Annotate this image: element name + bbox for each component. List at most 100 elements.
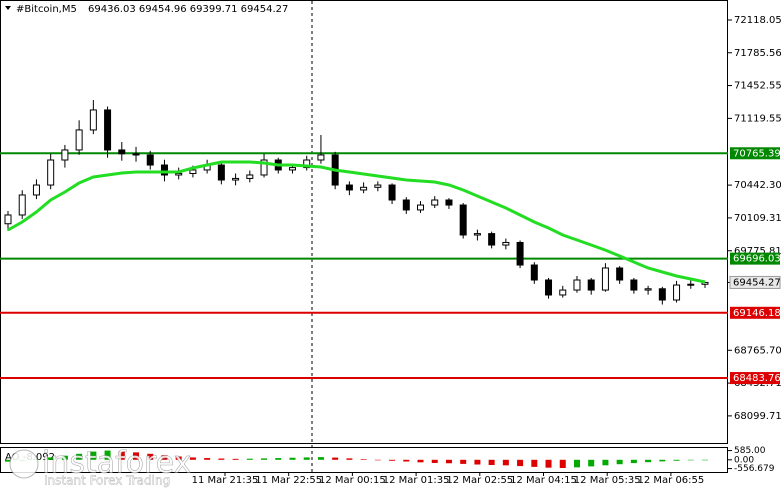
x-tick-label: 12 Mar 06:55 bbox=[638, 475, 705, 486]
ao-bar bbox=[61, 455, 68, 460]
candle-body bbox=[132, 153, 140, 156]
candle-body bbox=[217, 164, 225, 181]
ao-bar bbox=[687, 459, 694, 461]
x-tick-label: 11 Mar 22:55 bbox=[255, 475, 322, 486]
level-label: 70765.39 bbox=[733, 148, 781, 159]
candle-body bbox=[189, 169, 197, 175]
ohlc-readout: 69436.03 69454.96 69399.71 69454.27 bbox=[88, 4, 288, 15]
candle-body bbox=[104, 109, 112, 151]
plot-frame bbox=[0, 0, 728, 444]
candle-body bbox=[345, 184, 353, 191]
candle-body bbox=[658, 288, 666, 301]
ao-bar bbox=[645, 459, 652, 463]
candle-body bbox=[459, 204, 467, 236]
candle-body bbox=[502, 241, 510, 246]
ao-tick-label: -556.679 bbox=[734, 464, 775, 474]
candle-body bbox=[374, 184, 382, 188]
ao-bar bbox=[502, 459, 509, 466]
current-price-label: 69454.27 bbox=[733, 277, 781, 288]
ao-bar bbox=[133, 452, 140, 460]
candle-body bbox=[4, 214, 12, 225]
ao-bar bbox=[261, 458, 268, 460]
ao-bar bbox=[374, 459, 381, 461]
ao-bar bbox=[702, 459, 708, 461]
candle-body bbox=[545, 279, 553, 296]
ao-bar bbox=[417, 459, 424, 463]
ao-bar bbox=[289, 457, 296, 460]
candle-body bbox=[288, 167, 296, 171]
ao-bar bbox=[403, 459, 410, 462]
y-tick-label: 69775.81 bbox=[734, 246, 781, 257]
ao-bar bbox=[488, 459, 495, 465]
symbol: #Bitcoin,M5 bbox=[16, 4, 77, 15]
candle-body bbox=[701, 281, 709, 285]
y-tick-label: 72118.05 bbox=[734, 15, 781, 26]
ao-bar bbox=[118, 451, 125, 460]
ao-bar bbox=[431, 459, 438, 463]
ao-bar bbox=[531, 459, 538, 467]
ao-bar bbox=[76, 453, 83, 460]
ao-bar bbox=[104, 450, 111, 460]
ao-bar bbox=[246, 458, 253, 460]
y-tick-label: 70442.30 bbox=[734, 180, 781, 191]
ao-bar bbox=[147, 453, 154, 460]
y-tick-label: 68765.70 bbox=[734, 345, 781, 356]
candle-body bbox=[175, 173, 183, 176]
ao-bar bbox=[332, 457, 339, 460]
level-tag bbox=[730, 372, 780, 385]
candle-body bbox=[644, 288, 652, 291]
candle-body bbox=[32, 184, 40, 196]
ao-bar bbox=[460, 459, 467, 464]
ao-bar bbox=[673, 459, 680, 461]
candle-body bbox=[630, 279, 638, 291]
y-tick-label: 71452.55 bbox=[734, 81, 781, 92]
x-tick-label: 11 Mar 21:35 bbox=[192, 475, 259, 486]
y-tick-label: 68099.71 bbox=[734, 411, 781, 422]
ao-bar bbox=[161, 455, 168, 460]
ao-bar bbox=[346, 458, 353, 460]
ao-bar bbox=[218, 458, 225, 460]
candle-body bbox=[18, 194, 26, 216]
ao-bar bbox=[559, 459, 566, 468]
ao-bar bbox=[573, 459, 580, 468]
candle-body bbox=[601, 267, 609, 291]
level-label: 69696.03 bbox=[733, 254, 781, 265]
candle-body bbox=[587, 279, 595, 291]
x-tick-label: 12 Mar 04:15 bbox=[510, 475, 577, 486]
candle-body bbox=[516, 241, 524, 266]
candle-body bbox=[61, 149, 69, 161]
candle-body bbox=[160, 164, 168, 176]
ao-bar bbox=[47, 457, 54, 460]
candle-body bbox=[360, 186, 368, 191]
candle-body bbox=[75, 129, 83, 151]
candle-body bbox=[232, 177, 240, 181]
candle-body bbox=[246, 174, 254, 179]
ao-bar bbox=[189, 457, 196, 460]
candle-body bbox=[473, 233, 481, 236]
moving-average bbox=[7, 160, 706, 284]
x-tick-label: 12 Mar 00:15 bbox=[319, 475, 386, 486]
ao-bar bbox=[360, 459, 367, 460]
ao-bar bbox=[517, 459, 524, 467]
candle-body bbox=[573, 279, 581, 291]
ao-bar bbox=[275, 458, 282, 460]
candle-body bbox=[687, 283, 695, 286]
menu-arrow bbox=[5, 6, 11, 10]
candle-body bbox=[47, 159, 55, 186]
logo: instaforex Instant Forex Trading bbox=[9, 445, 192, 488]
y-tick-label: 71119.55 bbox=[734, 113, 781, 124]
ao-bar bbox=[90, 451, 97, 460]
level-label: 68483.76 bbox=[733, 373, 781, 384]
ao-bar bbox=[659, 459, 666, 462]
candle-body bbox=[402, 199, 410, 211]
candle-body bbox=[118, 149, 126, 155]
ao-bar bbox=[602, 459, 609, 466]
candle-body bbox=[146, 154, 154, 166]
ao-bar bbox=[389, 459, 396, 461]
ao-bar bbox=[616, 459, 623, 465]
ao-bar bbox=[445, 459, 452, 464]
candle-body bbox=[317, 154, 325, 161]
ao-bar bbox=[232, 458, 239, 460]
candle-body bbox=[530, 264, 538, 281]
